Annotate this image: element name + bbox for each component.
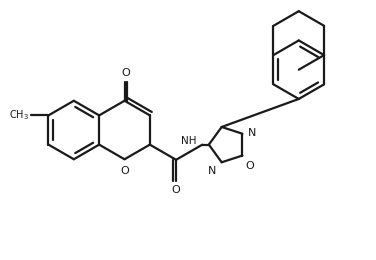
Text: O: O	[172, 185, 180, 196]
Text: CH$_3$: CH$_3$	[9, 108, 29, 122]
Text: NH: NH	[182, 136, 197, 146]
Text: O: O	[121, 68, 130, 77]
Text: O: O	[120, 166, 129, 176]
Text: N: N	[247, 128, 256, 138]
Text: O: O	[245, 160, 254, 171]
Text: N: N	[208, 166, 217, 176]
